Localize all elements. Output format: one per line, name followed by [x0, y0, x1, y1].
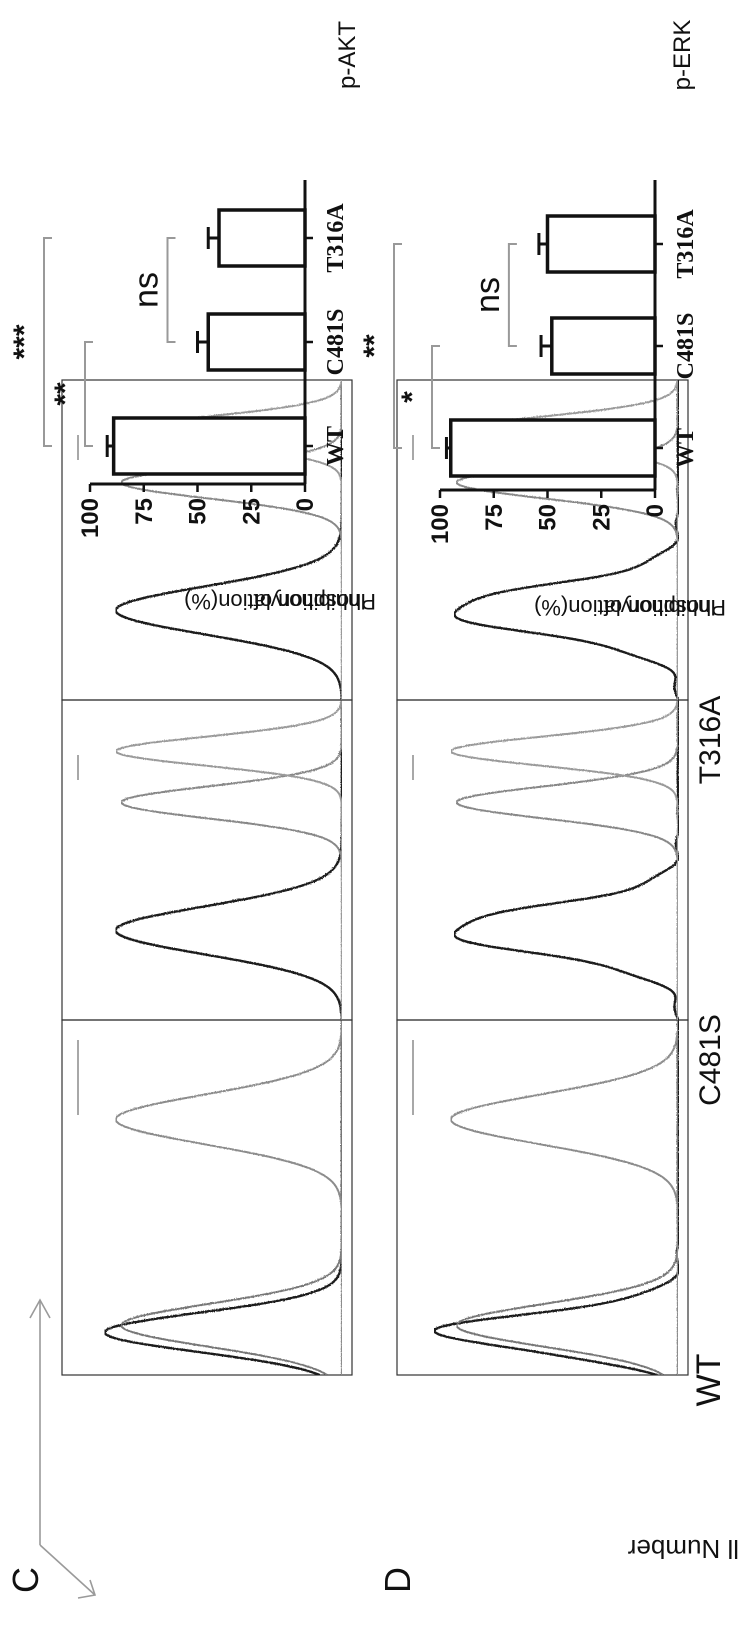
y-axis-label-line1: Inhibition of	[253, 589, 366, 614]
category-label-WT: WT	[323, 426, 349, 466]
sig-bracket-1	[84, 341, 93, 447]
sig-bracket-3	[507, 243, 517, 347]
panel-letter-c: C	[5, 1567, 46, 1593]
histogram-box-d-c481s	[396, 699, 689, 1021]
histogram-trace-c-wt-3	[114, 1019, 343, 1375]
y-tick-label-100: 100	[427, 504, 454, 544]
category-label-T316A: T316A	[323, 203, 349, 273]
y-tick-label-0: 0	[642, 504, 669, 517]
histogram-grid	[61, 379, 689, 1377]
panel-letter-d: D	[377, 1567, 418, 1593]
histogram-trace-d-c481s-3	[450, 699, 679, 1020]
bar-WT	[449, 418, 657, 478]
bar-T316A	[545, 214, 657, 274]
y-axis-label-line2: Phosphorylation(%)	[534, 595, 726, 620]
y-tick-label-25: 25	[588, 504, 615, 531]
chart-title-p-akt: p-AKT	[334, 21, 361, 89]
histogram-trace-c-c481s-1	[114, 700, 344, 1020]
histogram-trace-c-c481s-3	[114, 699, 343, 1020]
category-label-C481S: C481S	[673, 313, 699, 380]
histogram-box-c-wt	[61, 1019, 353, 1376]
bar-chart-p-akt: 0 25 50 75 100 Inhibition ofPhosphorylation(%…	[8, 180, 376, 614]
histogram-box-c-t316a	[61, 379, 353, 701]
cell-number-axis	[29, 1298, 97, 1599]
histogram-trace-d-wt-2	[455, 1020, 679, 1376]
sig-bracket-1	[431, 345, 440, 449]
y-tick-label-75: 75	[131, 498, 158, 525]
histogram-box-d-wt	[396, 1019, 689, 1376]
sig-bracket-2	[393, 243, 402, 449]
histogram-trace-d-c481s-1	[453, 700, 680, 1021]
chart-title-p-erk: p-ERK	[669, 20, 696, 91]
category-label-T316A: T316A	[673, 209, 699, 279]
histogram-trace-c-c481s-2	[119, 700, 343, 1020]
sig-bracket-3	[166, 237, 176, 343]
y-tick-label-0: 0	[292, 498, 319, 511]
bar-T316A	[217, 208, 307, 268]
y-tick-label-25: 25	[238, 498, 265, 525]
hist-column-label-t316a: T316A	[694, 696, 727, 784]
sig-bracket-2	[43, 237, 52, 447]
histogram-trace-c-wt-1	[103, 1020, 344, 1377]
y-axis-label-line2: Phosphorylation(%)	[184, 589, 376, 614]
sig-label-1: **	[49, 382, 82, 406]
hist-column-label-wt: WT	[690, 1354, 728, 1407]
histogram-trace-d-c481s-2	[454, 700, 679, 1020]
y-tick-label-75: 75	[481, 504, 508, 531]
bar-C481S	[206, 312, 307, 372]
hist-column-label-c481s: C481S	[694, 1014, 727, 1106]
histogram-trace-d-wt-3	[449, 1019, 679, 1375]
sig-label-3: ns	[469, 277, 507, 313]
bar-chart-p-erk: 0 25 50 75 100 Inhibition ofPhosphorylation(%…	[358, 180, 726, 620]
histogram-box-c-c481s	[61, 699, 353, 1021]
sig-label-2: **	[358, 334, 391, 358]
cell-number-label: Cell Number	[627, 1534, 740, 1564]
category-label-WT: WT	[673, 428, 699, 468]
sig-label-1: *	[396, 391, 429, 403]
sig-label-2: ***	[8, 324, 41, 359]
y-tick-label-50: 50	[185, 498, 212, 525]
histogram-trace-c-wt-2	[120, 1020, 343, 1376]
histogram-trace-c-t316a-1	[114, 380, 344, 700]
histogram-box-d-t316a	[396, 379, 689, 701]
bar-C481S	[550, 316, 657, 376]
bar-WT	[111, 416, 307, 476]
histogram-trace-d-wt-1	[433, 1020, 680, 1377]
y-tick-label-100: 100	[77, 498, 104, 538]
sig-label-3: ns	[128, 272, 166, 308]
y-tick-label-50: 50	[535, 504, 562, 531]
category-label-C481S: C481S	[323, 309, 349, 376]
y-axis-label-line1: Inhibition of	[603, 595, 716, 620]
